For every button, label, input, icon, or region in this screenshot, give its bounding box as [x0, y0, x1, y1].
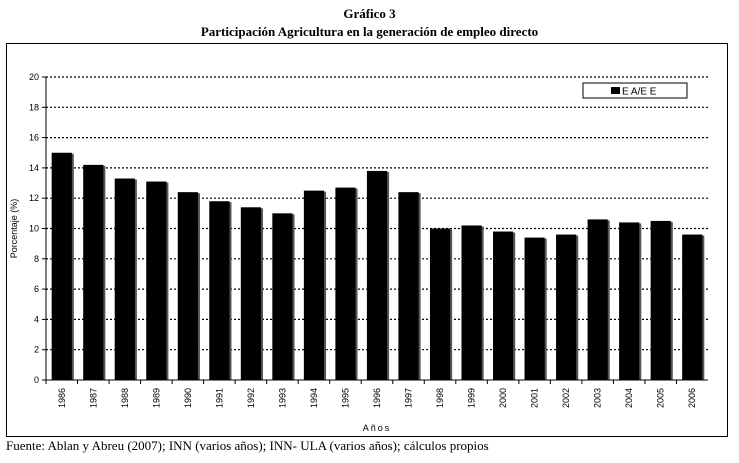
legend-label: E A/E E — [622, 87, 657, 98]
bar — [366, 170, 388, 380]
bar — [51, 152, 72, 380]
bar — [177, 192, 198, 380]
legend-box — [582, 82, 688, 99]
bar — [650, 220, 671, 380]
bars — [51, 152, 705, 380]
x-tick-label: 1998 — [435, 388, 445, 408]
y-tick-label: 16 — [29, 133, 39, 143]
x-tick-label: 1996 — [372, 388, 382, 408]
bar — [83, 164, 104, 380]
bar — [335, 187, 356, 380]
x-tick-label: 1987 — [88, 388, 98, 408]
legend: E A/E E — [582, 82, 688, 99]
x-tick-label: 2006 — [687, 388, 697, 408]
bar — [682, 234, 703, 380]
x-tick-label: 1991 — [214, 388, 224, 408]
x-tick-label: 1997 — [404, 388, 414, 408]
bar — [303, 190, 325, 380]
x-tick-label: 1992 — [246, 388, 256, 408]
bar — [114, 178, 135, 380]
bar — [461, 225, 482, 380]
bar — [493, 231, 514, 380]
bar — [272, 213, 293, 380]
y-tick-label: 2 — [34, 345, 39, 355]
bar — [146, 181, 167, 380]
x-tick-label: 1993 — [277, 388, 287, 408]
x-tick-label: 1999 — [467, 388, 477, 408]
x-tick-label: 1994 — [309, 388, 319, 408]
y-tick-label: 12 — [29, 193, 39, 203]
x-tick-label: 1986 — [57, 388, 67, 408]
x-tick-label: 1995 — [340, 388, 350, 408]
x-tick-label: 2003 — [593, 388, 603, 408]
x-tick-label: 2001 — [530, 388, 540, 408]
legend-swatch — [611, 87, 620, 94]
x-tick-label: 1989 — [151, 388, 161, 408]
x-tick-label: 2002 — [561, 388, 571, 408]
x-tick-label: 2004 — [624, 388, 634, 408]
x-axis-title: Años — [363, 423, 392, 433]
source-note: Fuente: Ablan y Abreu (2007); INN (vario… — [6, 438, 489, 453]
bar — [619, 222, 640, 380]
y-tick-label: 14 — [29, 163, 39, 173]
y-tick-label: 18 — [29, 102, 39, 112]
x-tick-labels: 1986 1987 1988 1989 1990 1991 1992 1993 1994 1995… — [45, 380, 697, 408]
y-tick-labels: 0 2 4 6 8 10 12 14 16 18 20 — [29, 72, 46, 385]
x-tick-label: 2005 — [656, 388, 666, 408]
y-tick-label: 4 — [34, 314, 39, 324]
bar — [429, 228, 451, 380]
y-tick-label: 8 — [34, 254, 39, 264]
chart-number-title: Gráfico 3 — [343, 6, 396, 21]
y-axis-title: Porcentaje (%) — [9, 199, 19, 259]
x-tick-label: 1988 — [120, 388, 130, 408]
bar — [240, 207, 261, 380]
chart-subtitle: Participación Agricultura en la generaci… — [200, 24, 539, 39]
y-tick-label: 10 — [29, 224, 39, 234]
y-tick-label: 6 — [34, 284, 39, 294]
x-tick-label: 1990 — [183, 388, 193, 408]
bar — [209, 201, 230, 380]
bar — [524, 237, 545, 380]
x-tick-label: 2000 — [498, 388, 508, 408]
bar — [398, 192, 419, 380]
bar — [556, 234, 577, 380]
bar — [587, 219, 608, 380]
y-tick-label: 0 — [34, 375, 39, 385]
y-tick-label: 20 — [29, 72, 39, 82]
chart-frame — [6, 43, 728, 437]
